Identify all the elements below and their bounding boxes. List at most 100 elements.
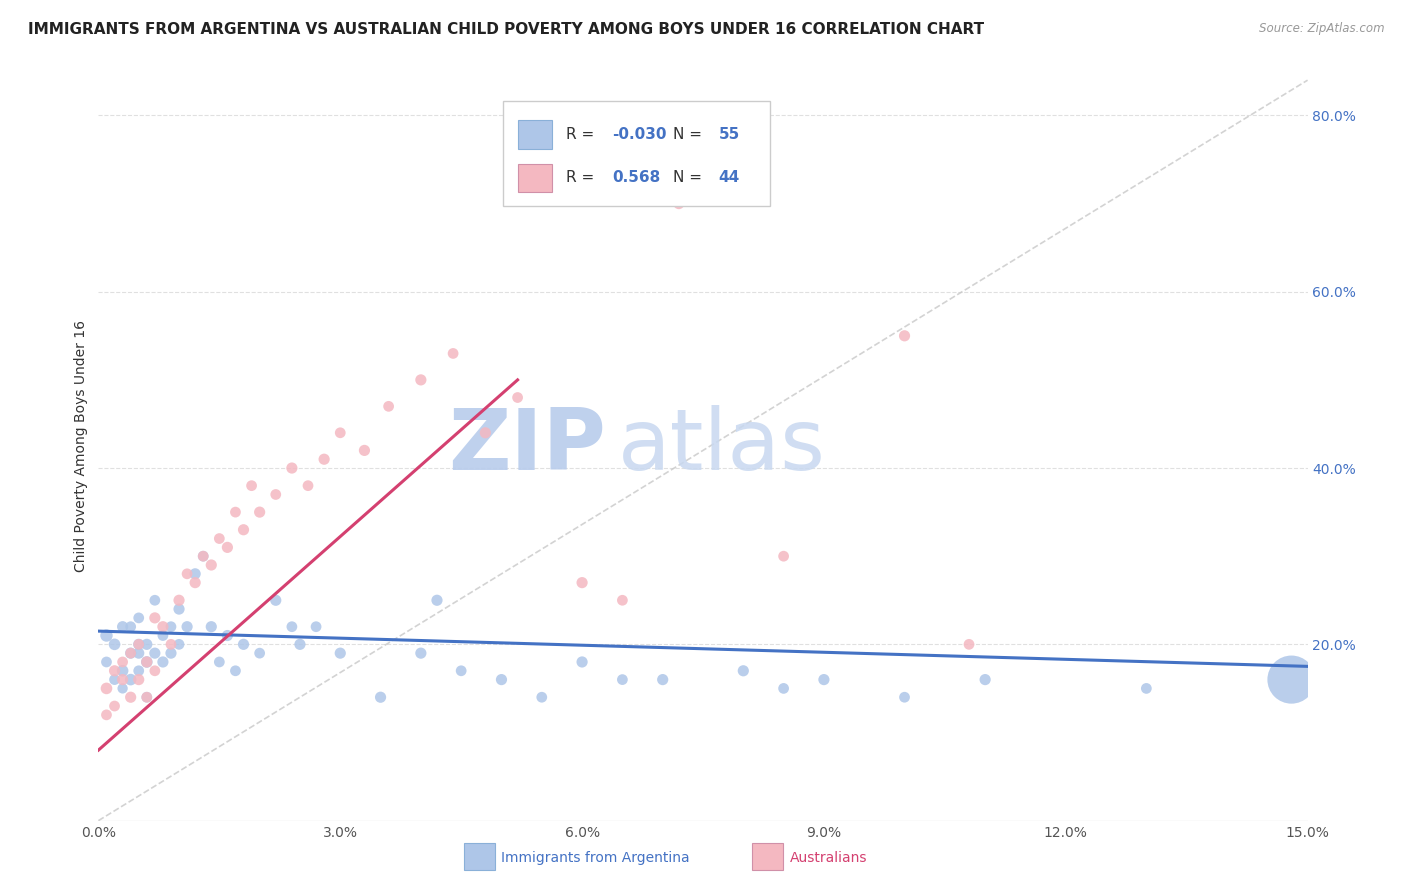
Y-axis label: Child Poverty Among Boys Under 16: Child Poverty Among Boys Under 16	[75, 320, 89, 572]
Point	[668, 196, 690, 211]
Point	[651, 673, 673, 687]
Text: R =: R =	[567, 127, 599, 142]
Point	[409, 646, 432, 660]
Point	[128, 611, 150, 625]
Point	[441, 346, 464, 360]
FancyBboxPatch shape	[517, 120, 553, 149]
Point	[176, 620, 198, 634]
Point	[314, 452, 336, 467]
Point	[224, 505, 246, 519]
Point	[103, 664, 125, 678]
Point	[772, 681, 794, 696]
Point	[813, 673, 835, 687]
Text: atlas: atlas	[619, 404, 827, 488]
Point	[167, 593, 190, 607]
Point	[135, 690, 157, 705]
Point	[152, 655, 174, 669]
Text: IMMIGRANTS FROM ARGENTINA VS AUSTRALIAN CHILD POVERTY AMONG BOYS UNDER 16 CORREL: IMMIGRANTS FROM ARGENTINA VS AUSTRALIAN …	[28, 22, 984, 37]
Point	[208, 532, 231, 546]
Point	[143, 664, 166, 678]
Point	[143, 593, 166, 607]
Point	[264, 487, 287, 501]
Point	[176, 566, 198, 581]
Point	[96, 707, 118, 722]
Point	[120, 646, 142, 660]
Point	[450, 664, 472, 678]
Point	[297, 478, 319, 492]
Point	[288, 637, 311, 651]
Point	[128, 646, 150, 660]
Text: 44: 44	[718, 170, 740, 186]
Point	[193, 549, 215, 564]
Point	[103, 699, 125, 714]
Text: 55: 55	[718, 127, 740, 142]
Point	[281, 461, 304, 475]
FancyBboxPatch shape	[517, 163, 553, 192]
Point	[111, 673, 134, 687]
Point	[120, 620, 142, 634]
Point	[240, 478, 263, 492]
Text: Immigrants from Argentina: Immigrants from Argentina	[501, 851, 689, 865]
Point	[128, 664, 150, 678]
Point	[305, 620, 328, 634]
Point	[135, 655, 157, 669]
Point	[224, 664, 246, 678]
Point	[530, 690, 553, 705]
Text: 0.568: 0.568	[613, 170, 661, 186]
Point	[120, 673, 142, 687]
Point	[200, 558, 222, 572]
Point	[612, 673, 634, 687]
Point	[103, 673, 125, 687]
Point	[232, 637, 254, 651]
Text: N =: N =	[673, 127, 707, 142]
Point	[128, 637, 150, 651]
Point	[143, 611, 166, 625]
Point	[612, 593, 634, 607]
Point	[377, 400, 399, 414]
Point	[208, 655, 231, 669]
Point	[370, 690, 392, 705]
Point	[217, 628, 239, 642]
Text: ZIP: ZIP	[449, 404, 606, 488]
Point	[111, 664, 134, 678]
Point	[200, 620, 222, 634]
FancyBboxPatch shape	[503, 102, 769, 206]
Point	[120, 646, 142, 660]
Point	[893, 328, 915, 343]
Point	[128, 673, 150, 687]
Point	[167, 637, 190, 651]
Point	[193, 549, 215, 564]
Point	[128, 637, 150, 651]
Point	[893, 690, 915, 705]
Point	[249, 505, 271, 519]
Point	[96, 655, 118, 669]
Point	[571, 575, 593, 590]
Point	[474, 425, 496, 440]
Point	[111, 620, 134, 634]
Point	[135, 637, 157, 651]
Point	[329, 646, 352, 660]
Point	[1135, 681, 1157, 696]
Point	[409, 373, 432, 387]
Point	[135, 655, 157, 669]
Point	[217, 541, 239, 555]
Point	[143, 646, 166, 660]
Point	[249, 646, 271, 660]
Point	[232, 523, 254, 537]
Point	[160, 646, 183, 660]
Point	[957, 637, 980, 651]
Point	[120, 690, 142, 705]
Text: Source: ZipAtlas.com: Source: ZipAtlas.com	[1260, 22, 1385, 36]
Point	[167, 602, 190, 616]
Point	[184, 566, 207, 581]
Text: R =: R =	[567, 170, 605, 186]
Point	[152, 628, 174, 642]
Point	[974, 673, 997, 687]
Point	[111, 681, 134, 696]
Point	[329, 425, 352, 440]
Point	[152, 620, 174, 634]
Point	[264, 593, 287, 607]
Point	[96, 628, 118, 642]
Point	[1281, 673, 1303, 687]
Point	[426, 593, 449, 607]
